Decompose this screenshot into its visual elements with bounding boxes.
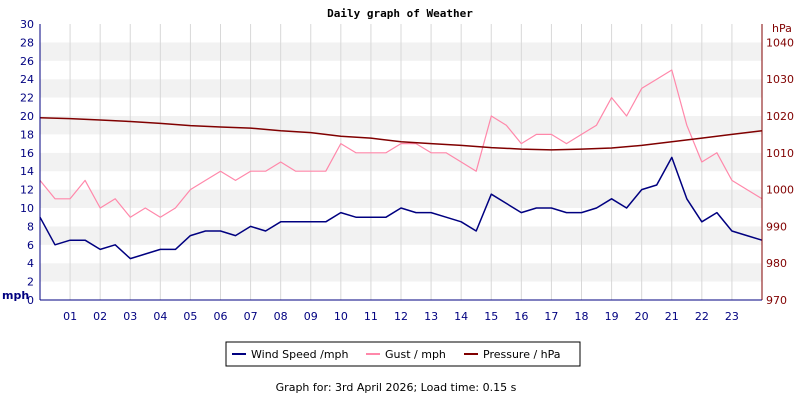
- x-tick-label: 03: [123, 310, 137, 323]
- wind-speed-line: [39, 156, 763, 260]
- vertical-gridlines: [69, 24, 733, 300]
- right-tick-label: 990: [766, 220, 787, 233]
- x-tick-label: 06: [214, 310, 228, 323]
- x-tick-label: 19: [605, 310, 619, 323]
- left-tick-label: 22: [20, 92, 34, 105]
- right-tick-label: 1010: [766, 147, 794, 160]
- left-tick-label: 26: [20, 55, 34, 68]
- series-wind-speed: [39, 156, 763, 260]
- right-axis-unit: hPa: [772, 22, 792, 35]
- right-tick-label: 1040: [766, 36, 794, 49]
- series-gust: [39, 69, 763, 218]
- x-axis-ticks: 01 02 03 04 05 06 07 08 09 10 11 12 13 14 15 16 17 18 19 20…: [63, 310, 739, 323]
- left-axis-unit: mph: [2, 289, 29, 302]
- left-tick-label: 20: [20, 110, 34, 123]
- x-tick-label: 12: [394, 310, 408, 323]
- right-tick-label: 970: [766, 294, 787, 307]
- legend-label-wind-speed: Wind Speed /mph: [251, 348, 349, 361]
- x-tick-label: 20: [635, 310, 649, 323]
- right-tick-label: 1030: [766, 73, 794, 86]
- x-tick-label: 08: [274, 310, 288, 323]
- x-tick-label: 11: [364, 310, 378, 323]
- left-tick-label: 2: [27, 276, 34, 289]
- right-tick-label: 980: [766, 257, 787, 270]
- right-axis-ticks: 970 980 990 1000 1010 1020 1030 1040: [766, 36, 794, 307]
- legend-box: [225, 341, 581, 367]
- gust-line: [39, 69, 763, 218]
- left-tick-label: 6: [27, 239, 34, 252]
- x-tick-label: 05: [183, 310, 197, 323]
- left-tick-label: 30: [20, 18, 34, 31]
- left-tick-label: 10: [20, 202, 34, 215]
- x-tick-label: 17: [544, 310, 558, 323]
- x-tick-label: 18: [575, 310, 589, 323]
- x-tick-label: 16: [514, 310, 528, 323]
- right-tick-label: 1020: [766, 110, 794, 123]
- pressure-line: [39, 117, 763, 151]
- x-tick-label: 13: [424, 310, 438, 323]
- x-tick-label: 07: [244, 310, 258, 323]
- x-tick-label: 04: [153, 310, 167, 323]
- right-tick-label: 1000: [766, 184, 794, 197]
- x-tick-label: 14: [454, 310, 468, 323]
- footer-load-info: Graph for: 3rd April 2026; Load time: 0.…: [276, 381, 517, 394]
- legend-label-pressure: Pressure / hPa: [483, 348, 561, 361]
- left-tick-label: 8: [27, 220, 34, 233]
- x-tick-label: 09: [304, 310, 318, 323]
- left-tick-label: 28: [20, 36, 34, 49]
- left-tick-label: 0: [27, 294, 34, 307]
- chart-title: Daily graph of Weather: [327, 7, 473, 20]
- axes: [39, 24, 763, 301]
- left-tick-label: 18: [20, 128, 34, 141]
- x-tick-label: 02: [93, 310, 107, 323]
- x-tick-label: 10: [334, 310, 348, 323]
- left-tick-label: 12: [20, 184, 34, 197]
- x-tick-label: 15: [484, 310, 498, 323]
- legend: Wind Speed /mph Gust / mph Pressure / hP…: [225, 341, 581, 367]
- x-tick-label: 21: [665, 310, 679, 323]
- left-tick-label: 4: [27, 257, 34, 270]
- left-tick-label: 24: [20, 73, 34, 86]
- x-tick-label: 22: [695, 310, 709, 323]
- left-tick-label: 14: [20, 165, 34, 178]
- left-tick-label: 16: [20, 147, 34, 160]
- x-tick-label: 01: [63, 310, 77, 323]
- x-tick-label: 23: [725, 310, 739, 323]
- series-pressure: [39, 117, 763, 151]
- legend-label-gust: Gust / mph: [385, 348, 446, 361]
